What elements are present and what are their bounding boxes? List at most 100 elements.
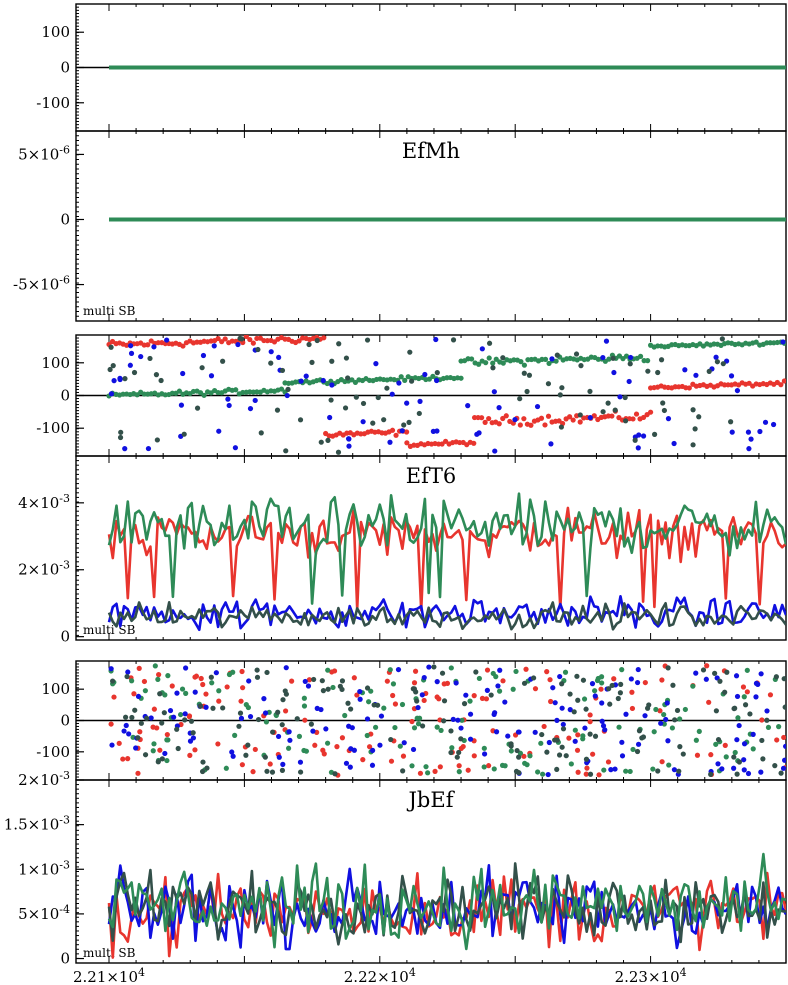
series-point-blue (532, 729, 538, 735)
series-point-red (393, 432, 399, 438)
series-point-slate (556, 752, 563, 758)
y-tick-label: 0 (60, 950, 70, 968)
y-tick-label: 0 (60, 712, 70, 730)
series-point-blue (276, 754, 282, 760)
y-tick-label: -100 (36, 94, 70, 112)
series-point-slate (318, 439, 324, 445)
series-point-red (774, 737, 780, 743)
series-point-red (302, 717, 308, 723)
series-point-blue (178, 402, 185, 408)
series-point-red (542, 422, 548, 428)
series-point-slate (147, 355, 153, 362)
series-point-red (437, 764, 443, 770)
series-point-slate (337, 683, 343, 689)
series-point-slate (270, 729, 276, 735)
series-point-blue (626, 378, 632, 385)
series-point-green (522, 760, 528, 766)
panel-amplitude-3: 2×10-3 1.5×10-3 1×10-3 5×10-4 0 JbEf multi SB (4, 769, 787, 968)
series-point-slate (174, 726, 180, 732)
series-point-red (116, 740, 122, 746)
series-point-slate (110, 678, 116, 684)
series-point-green (562, 669, 569, 675)
series-point-blue (463, 692, 469, 698)
series-point-slate (129, 714, 135, 721)
series-point-red (744, 689, 750, 695)
series-point-blue (302, 678, 308, 685)
series-point-slate (142, 752, 149, 758)
series-point-blue (753, 680, 760, 686)
series-point-green (690, 683, 696, 689)
series-point-blue (284, 392, 290, 399)
series-point-blue (715, 761, 721, 767)
series-point-red (486, 415, 492, 422)
series-point-blue (422, 371, 428, 378)
series-point-blue (111, 378, 117, 384)
series-point-slate (605, 400, 611, 406)
series-point-slate (728, 419, 734, 425)
series-point-blue (417, 398, 423, 404)
series-point-blue (208, 373, 215, 379)
series-line-green (107, 492, 786, 605)
series-point-blue (491, 389, 497, 395)
series-point-slate (210, 705, 216, 711)
panel-amplitude-2: 4×10-3 2×10-3 0 EfT6 multi SB (18, 455, 787, 646)
series-point-blue (433, 336, 439, 343)
series-point-blue (378, 713, 385, 719)
series-point-slate (670, 682, 676, 688)
series-point-red (629, 705, 636, 712)
series-point-slate (563, 753, 569, 759)
series-point-slate (676, 768, 682, 774)
series-point-blue (162, 750, 168, 757)
series-point-slate (558, 424, 565, 430)
series-point-blue (492, 710, 498, 716)
panel-phase-2: 100 0 -100 (36, 334, 787, 457)
series-point-green (540, 771, 546, 777)
series-point-slate (450, 337, 457, 343)
series-point-blue (450, 716, 456, 722)
series-point-green (366, 699, 372, 705)
series-point-blue (719, 766, 725, 772)
series-point-slate (197, 703, 204, 709)
series-point-slate (339, 678, 346, 684)
series-point-green (499, 762, 506, 768)
series-point-slate (513, 768, 520, 774)
series-point-blue (434, 679, 440, 685)
series-point-slate (274, 407, 281, 413)
series-point-slate (413, 689, 419, 695)
series-point-green (491, 766, 497, 772)
series-point-slate (434, 370, 440, 376)
series-point-green (538, 740, 544, 746)
series-point-red (432, 768, 438, 774)
series-point-slate (138, 720, 144, 726)
series-point-green (630, 746, 636, 753)
series-point-slate (381, 417, 387, 423)
series-point-slate (719, 336, 725, 342)
series-point-slate (640, 734, 647, 740)
series-point-green (263, 719, 269, 725)
x-tick-label: 2.23×104 (615, 966, 687, 985)
series-point-red (351, 675, 357, 681)
series-point-slate (199, 768, 206, 775)
series-point-slate (264, 768, 270, 774)
series-point-slate (454, 754, 460, 760)
series-point-green (653, 706, 659, 713)
series-point-blue (582, 725, 588, 731)
series-point-red (240, 685, 246, 691)
series-point-green (500, 360, 506, 366)
series-point-blue (557, 673, 563, 680)
series-point-slate (587, 731, 593, 737)
series-point-red (642, 679, 648, 686)
y-tick-label: 100 (41, 680, 70, 698)
series-point-red (740, 684, 747, 690)
series-point-blue (135, 693, 142, 700)
series-point-blue (276, 354, 282, 361)
series-point-green (546, 360, 552, 367)
series-point-green (469, 356, 475, 362)
y-tick-label: 0 (60, 59, 70, 77)
series-point-slate (655, 369, 661, 376)
series-point-slate (580, 677, 587, 683)
series-point-slate (583, 706, 589, 712)
series-point-slate (264, 669, 270, 676)
series-point-blue (230, 753, 236, 759)
series-point-red (192, 674, 198, 680)
